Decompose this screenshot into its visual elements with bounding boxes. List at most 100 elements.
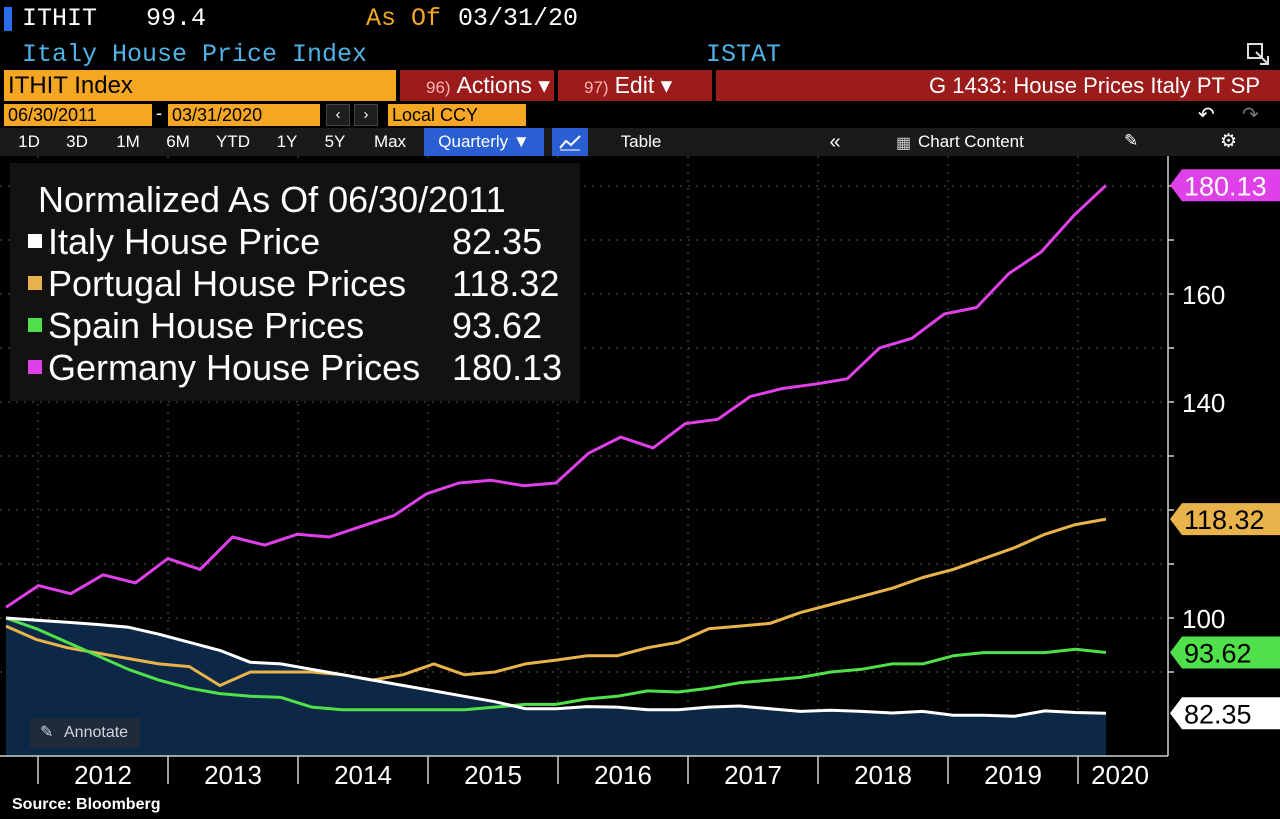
- as-of-date: 03/31/20: [458, 4, 579, 33]
- series-line-spain: [5, 616, 1107, 712]
- index-description-row: Italy House Price Index ISTAT: [0, 38, 1280, 70]
- data-source: ISTAT: [706, 40, 782, 69]
- x-tick-label: 2017: [724, 760, 782, 790]
- last-value-tags: 82.35 118.32 93.62 180.13: [1170, 169, 1280, 730]
- security-header: ITHIT 99.4 As Of 03/31/20: [0, 0, 1280, 38]
- edit-label: Edit ▾: [614, 72, 673, 98]
- actions-label: Actions ▾: [456, 72, 550, 98]
- annotate-pencil-icon: ✎: [40, 724, 54, 741]
- index-name: Italy House Price Index: [22, 40, 368, 69]
- period-max[interactable]: Max: [373, 132, 407, 151]
- legend-swatch-portugal: [28, 276, 42, 291]
- period-ytd[interactable]: YTD: [216, 132, 250, 151]
- series-lines: [5, 184, 1108, 718]
- ticker-field[interactable]: ITHIT Index: [4, 70, 396, 101]
- tag-background: [1170, 636, 1280, 669]
- popout-icon[interactable]: [1246, 42, 1270, 66]
- x-tick-label: 2016: [594, 760, 652, 790]
- table-button[interactable]: Table: [620, 132, 662, 151]
- command-bar: ITHIT Index 96) Actions ▾ 97) Edit ▾ G 143…: [0, 70, 1280, 101]
- prev-period-button[interactable]: ‹: [326, 104, 350, 126]
- chart-content-button[interactable]: Chart Content: [918, 132, 1024, 151]
- security-marker: [4, 7, 12, 31]
- end-date-text: 03/31/2020: [172, 105, 263, 125]
- legend-panel: Normalized As Of 06/30/2011 Italy House …: [10, 163, 580, 401]
- last-value-tag-germany: 180.13: [1170, 169, 1280, 202]
- x-tick-label: 2014: [334, 760, 392, 790]
- legend-value-portugal: 118.32: [452, 263, 560, 304]
- tag-background: [1170, 169, 1280, 202]
- period-6m[interactable]: 6M: [166, 132, 190, 151]
- chart-content-icon: ▦: [896, 135, 912, 152]
- legend-swatch-italy: [28, 234, 42, 249]
- date-separator: -: [156, 103, 162, 123]
- legend-entry-portugal[interactable]: Portugal House Prices 118.32: [28, 263, 559, 305]
- last-value-tag-portugal: 118.32: [1170, 503, 1280, 536]
- x-tick-label: 2020: [1091, 760, 1149, 790]
- y-tick-label: 100: [1182, 604, 1225, 634]
- tag-value: 93.62: [1184, 638, 1252, 668]
- legend-label-spain: Spain House Prices: [48, 305, 365, 346]
- legend-value-germany: 180.13: [452, 347, 563, 388]
- frequency-select[interactable]: Quarterly ▼: [424, 128, 544, 156]
- legend-value-italy: 82.35: [452, 221, 543, 262]
- x-tick-label: 2013: [204, 760, 262, 790]
- line-chart-icon: [559, 135, 581, 151]
- gear-icon[interactable]: ⚙: [1220, 131, 1238, 152]
- period-3d[interactable]: 3D: [66, 132, 88, 151]
- ticker-symbol: ITHIT: [22, 4, 98, 33]
- source-note: Source: Bloomberg: [12, 796, 161, 813]
- actions-button[interactable]: 96) Actions ▾: [400, 70, 554, 101]
- tag-background: [1170, 503, 1280, 536]
- legend-label-germany: Germany House Prices: [48, 347, 421, 388]
- tag-value: 180.13: [1184, 171, 1267, 201]
- period-1d[interactable]: 1D: [18, 132, 40, 151]
- start-date-text: 06/30/2011: [8, 105, 97, 125]
- last-value-tag-spain: 93.62: [1170, 636, 1280, 669]
- period-bar: 1D 3D 1M 6M YTD 1Y 5Y Max Quarterly ▼ Ta…: [0, 128, 1280, 156]
- next-period-button[interactable]: ›: [354, 104, 378, 126]
- legend-entry-germany[interactable]: Germany House Prices 180.13: [28, 347, 562, 389]
- series-line-germany: [5, 184, 1108, 609]
- series-line-portugal: [5, 517, 1107, 687]
- legend-label-portugal: Portugal House Prices: [48, 263, 407, 304]
- annotate-label: Annotate: [64, 724, 129, 741]
- collapse-icon[interactable]: «: [829, 131, 841, 153]
- period-5y[interactable]: 5Y: [324, 132, 346, 151]
- legend-label-italy: Italy House Price: [48, 221, 321, 262]
- as-of-label: As Of: [366, 4, 442, 33]
- y-tick-label: 140: [1182, 388, 1225, 418]
- legend-title: Normalized As Of 06/30/2011: [38, 179, 506, 220]
- date-range-bar: 06/30/2011 - 03/31/2020 ‹ › Local CCY ↶ …: [0, 101, 1280, 128]
- chart-title-bar: G 1433: House Prices Italy PT SP: [716, 70, 1280, 101]
- legend-entry-spain[interactable]: Spain House Prices 93.62: [28, 305, 542, 347]
- undo-icon[interactable]: ↶: [1198, 104, 1215, 126]
- end-date-field[interactable]: 03/31/2020: [168, 104, 320, 126]
- tag-value: 82.35: [1184, 699, 1252, 729]
- legend-swatch-germany: [28, 360, 42, 375]
- chevron-left-icon: ‹: [335, 106, 341, 123]
- edit-pencil-icon[interactable]: ✎: [1124, 131, 1139, 150]
- series-line-italy: [5, 616, 1107, 718]
- annotate-button[interactable]: ✎ Annotate: [30, 718, 140, 748]
- last-value-tag-italy: 82.35: [1170, 697, 1280, 730]
- edit-button[interactable]: 97) Edit ▾: [558, 70, 712, 101]
- currency-text: Local CCY: [392, 105, 479, 125]
- legend-entry-italy[interactable]: Italy House Price 82.35: [28, 221, 542, 263]
- redo-icon[interactable]: ↷: [1242, 104, 1259, 126]
- x-tick-label: 2012: [74, 760, 132, 790]
- actions-number: 96): [426, 78, 451, 97]
- chevron-right-icon: ›: [363, 106, 369, 123]
- edit-number: 97): [584, 78, 609, 97]
- y-tick-label: 160: [1182, 280, 1225, 310]
- x-axis-ticks: 2012 2013 2014 2015 2016 2017 2018 2019 2020: [37, 756, 1149, 790]
- legend-swatch-spain: [28, 318, 42, 333]
- line-chart-button[interactable]: [552, 128, 588, 156]
- start-date-field[interactable]: 06/30/2011: [4, 104, 152, 126]
- y-axis-ticks: 160 140 100: [1168, 185, 1225, 673]
- currency-select[interactable]: Local CCY: [388, 104, 526, 126]
- period-1m[interactable]: 1M: [116, 132, 140, 151]
- x-tick-label: 2015: [464, 760, 522, 790]
- period-1y[interactable]: 1Y: [276, 132, 298, 151]
